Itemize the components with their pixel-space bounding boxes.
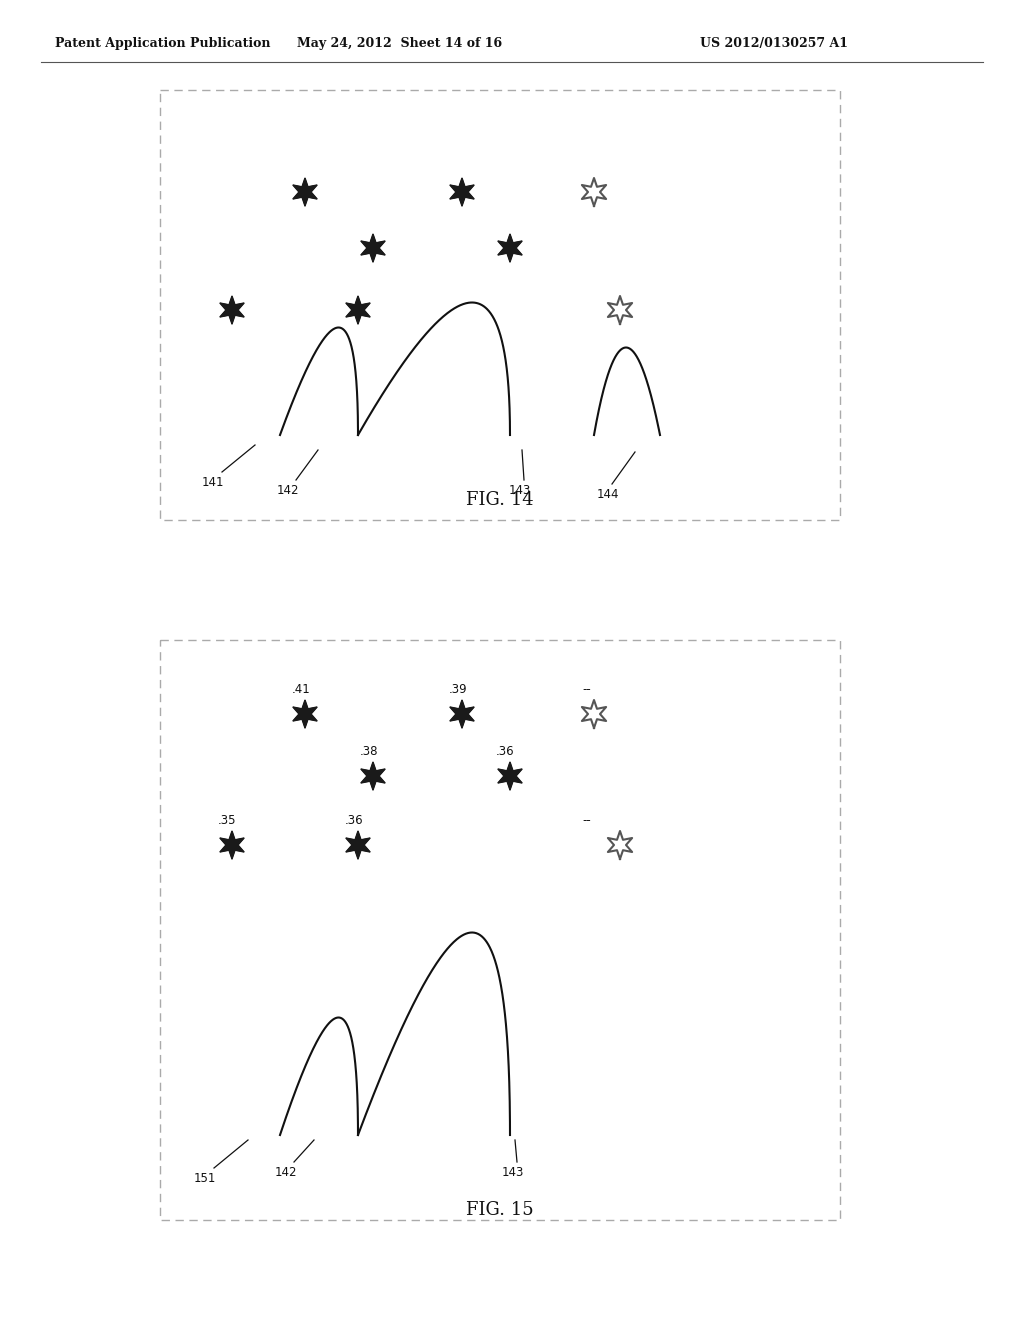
Text: 144: 144 xyxy=(597,487,620,500)
Polygon shape xyxy=(498,234,522,261)
Polygon shape xyxy=(293,700,317,729)
Text: .41: .41 xyxy=(292,682,310,696)
Text: May 24, 2012  Sheet 14 of 16: May 24, 2012 Sheet 14 of 16 xyxy=(297,37,503,50)
Text: FIG. 14: FIG. 14 xyxy=(466,491,534,510)
Text: Patent Application Publication: Patent Application Publication xyxy=(55,37,270,50)
Polygon shape xyxy=(360,234,385,261)
Text: 142: 142 xyxy=(276,483,299,496)
Polygon shape xyxy=(360,762,385,789)
Text: .39: .39 xyxy=(449,682,468,696)
Polygon shape xyxy=(293,178,317,206)
Bar xyxy=(160,640,840,1220)
Polygon shape xyxy=(608,296,632,323)
Polygon shape xyxy=(450,178,474,206)
Polygon shape xyxy=(220,296,244,323)
Text: .35: .35 xyxy=(218,814,237,828)
Text: --: -- xyxy=(582,682,591,696)
Polygon shape xyxy=(450,700,474,729)
Polygon shape xyxy=(220,832,244,859)
Bar xyxy=(160,90,840,520)
Text: .38: .38 xyxy=(360,744,379,758)
Text: FIG. 15: FIG. 15 xyxy=(466,1201,534,1218)
Text: .36: .36 xyxy=(496,744,515,758)
Polygon shape xyxy=(498,762,522,789)
Text: --: -- xyxy=(582,814,591,828)
Polygon shape xyxy=(608,832,632,859)
Text: .36: .36 xyxy=(345,814,364,828)
Text: 141: 141 xyxy=(202,475,224,488)
Text: 142: 142 xyxy=(274,1166,297,1179)
Text: 143: 143 xyxy=(502,1166,524,1179)
Polygon shape xyxy=(582,700,606,729)
Text: 151: 151 xyxy=(194,1172,216,1184)
Polygon shape xyxy=(346,832,370,859)
Polygon shape xyxy=(346,296,370,323)
Text: US 2012/0130257 A1: US 2012/0130257 A1 xyxy=(700,37,848,50)
Text: 143: 143 xyxy=(509,483,531,496)
Polygon shape xyxy=(582,178,606,206)
